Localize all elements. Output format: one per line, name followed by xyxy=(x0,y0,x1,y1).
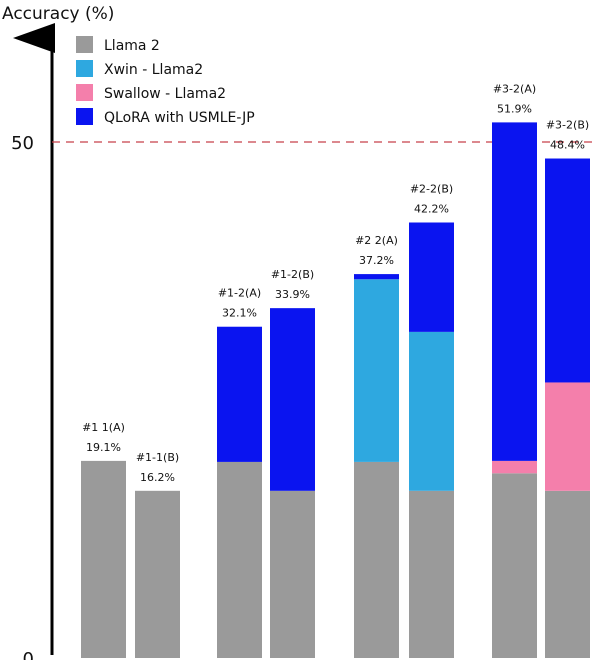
bar-category-label: #1-2(B) xyxy=(271,268,314,281)
bar-segment xyxy=(217,461,262,658)
bar-category-label: #3-2(B) xyxy=(546,119,589,132)
bar-segment xyxy=(409,490,454,658)
bar-segment xyxy=(492,122,537,461)
bar-value-label: 42.2% xyxy=(414,202,449,215)
legend-label: Swallow - Llama2 xyxy=(104,86,226,102)
bar-category-label: #2 2(A) xyxy=(355,234,398,247)
legend-swatch xyxy=(76,36,93,53)
bar-segment xyxy=(270,308,315,491)
legend-swatch xyxy=(76,84,93,101)
bar-category-label: #2-2(B) xyxy=(410,182,453,195)
bar-segment xyxy=(409,331,454,491)
bar-category-label: #1-1(B) xyxy=(136,451,179,464)
bar-segment xyxy=(81,460,126,658)
legend-label: QLoRA with USMLE-JP xyxy=(104,110,255,126)
bar-value-label: 48.4% xyxy=(550,139,585,152)
bar-segment xyxy=(217,326,262,462)
bar-value-label: 32.1% xyxy=(222,307,257,320)
bar-category-label: #1-2(A) xyxy=(218,287,261,300)
bar-value-label: 37.2% xyxy=(359,254,394,267)
bar-segment xyxy=(545,382,590,491)
bar-segment xyxy=(545,158,590,383)
bar-value-label: 51.9% xyxy=(497,102,532,115)
bar-segment xyxy=(492,473,537,658)
bar-category-label: #1 1(A) xyxy=(82,421,125,434)
y-axis-label: Accuracy (%) xyxy=(2,4,114,24)
bar-value-label: 19.1% xyxy=(86,441,121,454)
bar-segment xyxy=(545,490,590,658)
bar-category-label: #3-2(A) xyxy=(493,82,536,95)
bar-segment xyxy=(270,490,315,658)
bar-segment xyxy=(409,222,454,332)
y-tick-label: 0 xyxy=(23,649,34,660)
legend-swatch xyxy=(76,60,93,77)
bar-value-label: 33.9% xyxy=(275,288,310,301)
legend-swatch xyxy=(76,108,93,125)
bar-value-label: 16.2% xyxy=(140,471,175,484)
bar-segment xyxy=(354,274,399,280)
bar-segment xyxy=(135,490,180,658)
legend-label: Llama 2 xyxy=(104,38,160,54)
y-tick-label: 50 xyxy=(11,133,34,154)
legend-label: Xwin - Llama2 xyxy=(104,62,203,78)
bar-segment xyxy=(492,460,537,474)
bar-segment xyxy=(354,279,399,462)
bar-segment xyxy=(354,461,399,658)
